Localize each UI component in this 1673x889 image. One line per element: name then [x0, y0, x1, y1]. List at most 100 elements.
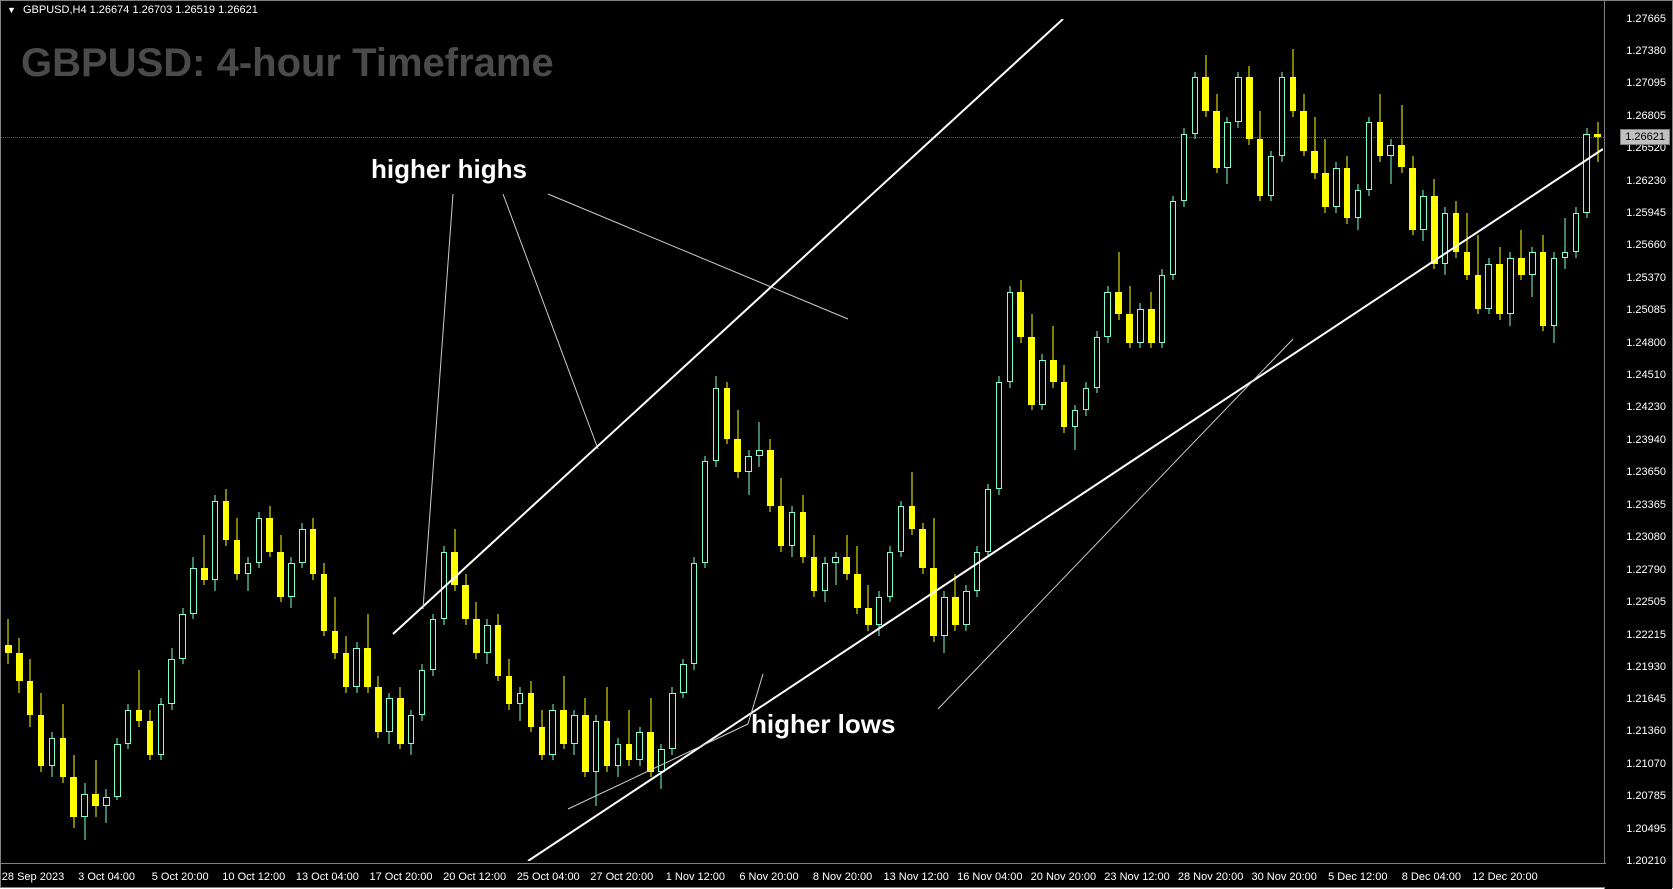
candle — [1333, 162, 1340, 213]
candle — [462, 574, 469, 625]
candle — [288, 557, 295, 608]
candle — [473, 602, 480, 658]
candle — [517, 687, 524, 721]
candle — [1104, 286, 1111, 342]
y-axis-label: 1.22505 — [1626, 596, 1666, 608]
candle — [1290, 49, 1297, 117]
candle — [201, 535, 208, 586]
candle — [1224, 117, 1231, 185]
y-axis-label: 1.22790 — [1626, 564, 1666, 576]
candle — [1540, 235, 1547, 331]
y-axis-label: 1.25660 — [1626, 239, 1666, 251]
candle — [1507, 252, 1514, 325]
candle — [658, 744, 665, 789]
x-axis-label: 8 Dec 04:00 — [1402, 871, 1461, 883]
candle — [1137, 303, 1144, 348]
candle — [724, 382, 731, 444]
candle — [1431, 179, 1438, 269]
candle — [506, 659, 513, 710]
candle — [1311, 117, 1318, 179]
y-axis-label: 1.21360 — [1626, 725, 1666, 737]
candle — [1115, 252, 1122, 320]
x-axis-label: 23 Nov 12:00 — [1104, 871, 1169, 883]
candle — [1583, 128, 1590, 218]
y-axis-label: 1.23365 — [1626, 499, 1666, 511]
candle — [1551, 252, 1558, 342]
x-axis-label: 1 Nov 12:00 — [666, 871, 725, 883]
candle — [103, 789, 110, 823]
candle — [1148, 292, 1155, 348]
x-axis-label: 12 Dec 20:00 — [1472, 871, 1537, 883]
candle — [114, 738, 121, 800]
candle — [669, 687, 676, 755]
candle — [1387, 139, 1394, 184]
y-axis-label: 1.26805 — [1626, 110, 1666, 122]
candle — [1072, 405, 1079, 450]
candle — [1159, 269, 1166, 348]
candle — [963, 585, 970, 630]
candle — [1344, 156, 1351, 224]
y-axis-label: 1.20210 — [1626, 855, 1666, 867]
y-axis-label: 1.23080 — [1626, 531, 1666, 543]
candle — [332, 597, 339, 659]
x-axis-label: 28 Sep 2023 — [2, 871, 64, 883]
candle — [16, 638, 23, 692]
candle — [27, 659, 34, 727]
candle — [941, 591, 948, 653]
candle — [756, 422, 763, 467]
candle — [789, 506, 796, 557]
candle — [713, 376, 720, 466]
candle — [299, 523, 306, 568]
candle — [1594, 122, 1601, 162]
x-axis-label: 17 Oct 20:00 — [370, 871, 433, 883]
candle — [190, 557, 197, 619]
candle — [626, 710, 633, 766]
x-axis-label: 25 Oct 04:00 — [517, 871, 580, 883]
ohlc-text: 1.26674 1.26703 1.26519 1.26621 — [90, 4, 258, 16]
candle — [1246, 66, 1253, 145]
candle — [92, 760, 99, 816]
candle — [854, 546, 861, 614]
y-axis: 1.276651.273801.270951.268051.265201.262… — [1604, 1, 1672, 889]
candle — [528, 681, 535, 732]
x-axis-label: 20 Nov 20:00 — [1031, 871, 1096, 883]
candle — [49, 732, 56, 777]
candle — [1485, 258, 1492, 314]
y-axis-label: 1.27665 — [1626, 13, 1666, 25]
candle — [887, 546, 894, 602]
candle — [441, 546, 448, 625]
candle — [560, 676, 567, 749]
candle — [593, 715, 600, 805]
candle — [549, 704, 556, 760]
candle — [1322, 139, 1329, 212]
candle — [1300, 94, 1307, 156]
candle — [919, 523, 926, 574]
candle — [484, 619, 491, 664]
candle — [310, 518, 317, 580]
candle — [691, 557, 698, 670]
candle — [386, 693, 393, 744]
dropdown-arrow-icon[interactable]: ▼ — [7, 5, 16, 15]
candle — [1475, 235, 1482, 314]
candle — [1083, 382, 1090, 416]
candle — [985, 484, 992, 557]
candle — [430, 614, 437, 676]
candle — [832, 552, 839, 586]
y-axis-label: 1.21645 — [1626, 693, 1666, 705]
y-axis-label: 1.23940 — [1626, 434, 1666, 446]
candle — [1398, 105, 1405, 173]
candle — [70, 755, 77, 828]
y-axis-label: 1.21930 — [1626, 661, 1666, 673]
candle — [1573, 207, 1580, 258]
candle — [582, 698, 589, 777]
candle — [615, 738, 622, 778]
candle — [1355, 184, 1362, 229]
candle — [353, 642, 360, 693]
candle — [158, 698, 165, 760]
candle — [1420, 190, 1427, 241]
candle — [408, 710, 415, 755]
candle — [898, 501, 905, 557]
current-price-marker: 1.26621 — [1620, 129, 1670, 145]
candle — [1213, 94, 1220, 173]
candle — [636, 727, 643, 767]
